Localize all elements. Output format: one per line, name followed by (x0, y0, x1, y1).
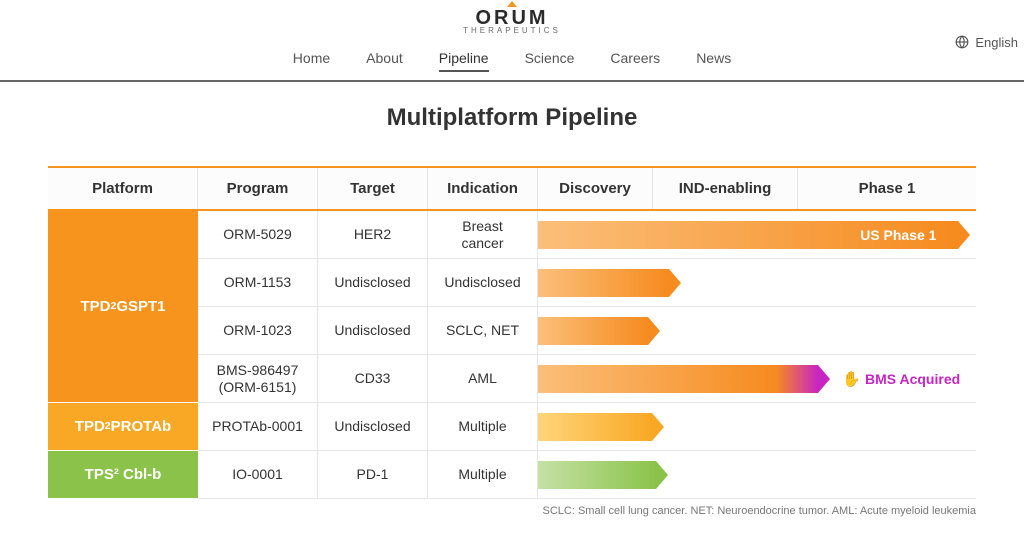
acquired-label: BMS Acquired (865, 371, 960, 387)
main-nav: Home About Pipeline Science Careers News (0, 40, 1024, 80)
arrow-icon (648, 317, 660, 345)
nav-pipeline[interactable]: Pipeline (439, 50, 489, 72)
progress-bar (538, 413, 652, 441)
col-header-program: Program (198, 168, 318, 209)
pipeline-row: ORM-1153UndisclosedUndisclosed (198, 259, 976, 307)
platform-column: TPD2 GSPT1TPD2 PROTAbTPS² Cbl-b (48, 211, 198, 499)
progress-bar (538, 461, 656, 489)
rows-column: ORM-5029HER2BreastcancerUS Phase 1ORM-11… (198, 211, 976, 499)
cell-program: ORM-1023 (198, 307, 318, 354)
pipeline-row: BMS-986497(ORM-6151)CD33AML ✋BMS Acquired (198, 355, 976, 403)
cell-program: ORM-5029 (198, 211, 318, 258)
col-header-phase1: Phase 1 (798, 168, 976, 209)
arrow-icon (958, 221, 970, 249)
nav-careers[interactable]: Careers (610, 50, 660, 70)
logo-caret-icon (507, 1, 517, 7)
col-header-indication: Indication (428, 168, 538, 209)
cell-indication: SCLC, NET (428, 307, 538, 354)
page-title: Multiplatform Pipeline (48, 104, 976, 132)
cell-indication: Multiple (428, 403, 538, 450)
stage-area: ✋BMS Acquired (538, 355, 976, 402)
cell-target: HER2 (318, 211, 428, 258)
nav-news[interactable]: News (696, 50, 731, 70)
brand-logo: ORUM THERAPEUTICS (463, 8, 561, 35)
cell-indication: AML (428, 355, 538, 402)
cell-program: PROTAb-0001 (198, 403, 318, 450)
language-label: English (975, 35, 1018, 50)
cell-target: PD-1 (318, 451, 428, 498)
cell-indication: Multiple (428, 451, 538, 498)
footnote: SCLC: Small cell lung cancer. NET: Neuro… (0, 499, 1024, 517)
platform-cell: TPD2 GSPT1 (48, 211, 198, 403)
logo-text: ORUM (475, 7, 548, 29)
col-header-discovery: Discovery (538, 168, 653, 209)
arrow-icon (669, 269, 681, 297)
language-selector[interactable]: English (955, 35, 1018, 52)
arrow-icon (818, 365, 830, 393)
cell-program: IO-0001 (198, 451, 318, 498)
progress-bar (538, 269, 669, 297)
acquired-badge: ✋BMS Acquired (842, 370, 960, 388)
stage-area: US Phase 1 (538, 211, 976, 258)
cell-target: Undisclosed (318, 307, 428, 354)
stage-area (538, 451, 976, 498)
stage-area (538, 259, 976, 306)
cell-program: BMS-986497(ORM-6151) (198, 355, 318, 402)
arrow-icon (652, 413, 664, 441)
site-header: ORUM THERAPEUTICS Home About Pipeline Scien… (0, 0, 1024, 82)
cell-target: Undisclosed (318, 259, 428, 306)
cell-target: CD33 (318, 355, 428, 402)
cell-indication: Breastcancer (428, 211, 538, 258)
arrow-icon (656, 461, 668, 489)
table-body: TPD2 GSPT1TPD2 PROTAbTPS² Cbl-b ORM-5029… (48, 211, 976, 499)
nav-about[interactable]: About (366, 50, 403, 70)
nav-science[interactable]: Science (525, 50, 575, 70)
col-header-ind-enabling: IND-enabling (653, 168, 798, 209)
pipeline-row: ORM-1023UndisclosedSCLC, NET (198, 307, 976, 355)
cell-indication: Undisclosed (428, 259, 538, 306)
table-header-row: Platform Program Target Indication Disco… (48, 168, 976, 211)
progress-bar (538, 317, 648, 345)
col-header-platform: Platform (48, 168, 198, 209)
stage-area (538, 307, 976, 354)
pipeline-row: PROTAb-0001UndisclosedMultiple (198, 403, 976, 451)
cell-program: ORM-1153 (198, 259, 318, 306)
pipeline-row: ORM-5029HER2BreastcancerUS Phase 1 (198, 211, 976, 259)
pipeline-table: Platform Program Target Indication Disco… (48, 166, 976, 499)
col-header-target: Target (318, 168, 428, 209)
progress-bar (538, 365, 818, 393)
cell-target: Undisclosed (318, 403, 428, 450)
platform-cell: TPD2 PROTAb (48, 403, 198, 451)
pipeline-row: IO-0001PD-1Multiple (198, 451, 976, 499)
progress-bar: US Phase 1 (538, 221, 958, 249)
stage-area (538, 403, 976, 450)
globe-icon (955, 35, 969, 52)
hand-icon: ✋ (842, 370, 861, 388)
nav-home[interactable]: Home (293, 50, 330, 70)
platform-cell: TPS² Cbl-b (48, 451, 198, 499)
